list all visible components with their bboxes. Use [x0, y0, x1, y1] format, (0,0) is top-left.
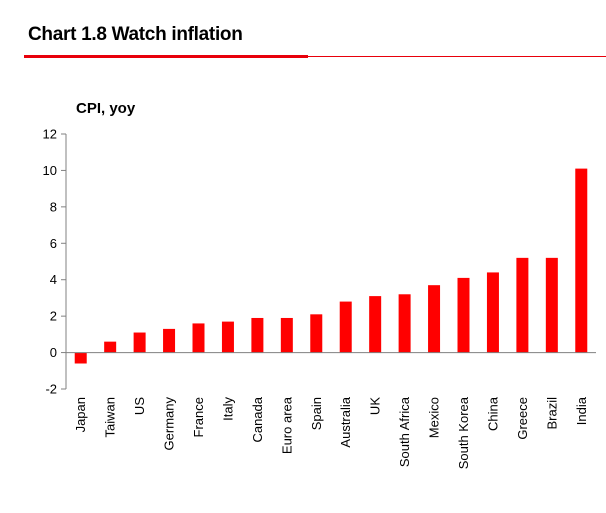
- bar: [398, 294, 411, 353]
- title-rule-thick: [24, 55, 308, 58]
- y-tick-label: 6: [50, 236, 57, 251]
- bar: [280, 317, 293, 353]
- x-tick-label: Italy: [220, 397, 235, 421]
- x-tick-label: Australia: [338, 396, 353, 447]
- bar: [428, 285, 441, 353]
- x-tick-label: Brazil: [544, 397, 559, 430]
- bar: [369, 296, 382, 353]
- x-tick-label: Mexico: [427, 397, 442, 438]
- x-tick-label: Euro area: [279, 396, 294, 454]
- bar: [192, 323, 205, 353]
- bar: [310, 314, 323, 353]
- bar: [339, 301, 352, 353]
- x-tick-label: Spain: [309, 397, 324, 430]
- category-labels: Japan Taiwan US Germany France Italy Canada Eur…: [73, 396, 589, 469]
- x-tick-label: China: [485, 396, 500, 431]
- bar: [74, 352, 87, 364]
- x-tick-label: Germany: [162, 397, 177, 451]
- y-tick-label: 8: [50, 199, 57, 214]
- x-tick-label: South Africa: [397, 396, 412, 467]
- y-tick-label: 10: [43, 163, 57, 178]
- y-tick-label: 0: [50, 345, 57, 360]
- bar: [545, 257, 558, 353]
- x-tick-label: Taiwan: [103, 397, 118, 437]
- y-tick-label: 12: [43, 127, 57, 142]
- bar: [251, 317, 264, 353]
- bar: [104, 341, 117, 353]
- x-tick-label: South Korea: [456, 396, 471, 469]
- y-tick-label: -2: [45, 382, 57, 397]
- x-tick-label: France: [191, 397, 206, 437]
- bar: [133, 332, 146, 353]
- x-tick-label: Greece: [515, 397, 530, 440]
- chart-title: Chart 1.8 Watch inflation: [28, 24, 243, 45]
- bar: [516, 257, 529, 353]
- x-tick-label: Canada: [250, 396, 265, 442]
- y-axis-label: CPI, yoy: [76, 100, 136, 117]
- x-tick-label: India: [574, 396, 589, 425]
- y-axis: -2 0 2 4 6 8 10 12: [43, 127, 67, 397]
- bars: [74, 168, 588, 364]
- title-rule-thin: [308, 56, 606, 57]
- x-tick-label: UK: [368, 397, 383, 415]
- bar: [457, 277, 470, 353]
- bar: [163, 328, 176, 353]
- bar: [221, 321, 234, 353]
- x-tick-label: Japan: [73, 397, 88, 432]
- bar: [575, 168, 588, 353]
- x-tick-label: US: [132, 397, 147, 415]
- y-tick-label: 4: [50, 272, 57, 287]
- y-tick-label: 2: [50, 309, 57, 324]
- bar: [486, 272, 499, 353]
